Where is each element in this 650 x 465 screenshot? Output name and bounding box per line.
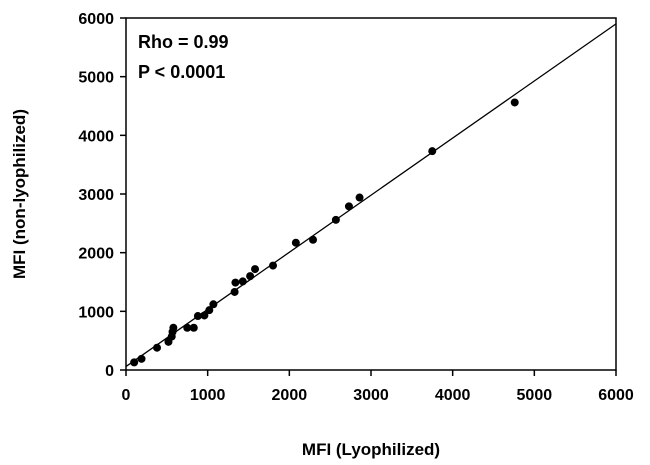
annotation-p-value: P < 0.0001	[138, 62, 225, 82]
data-point	[193, 312, 202, 321]
data-point	[137, 354, 146, 363]
data-point	[344, 202, 353, 211]
x-tick-label: 1000	[190, 387, 226, 404]
y-axis-ticks: 0 1000 2000 3000 4000 5000 6000	[78, 11, 126, 380]
data-points-layer	[130, 98, 519, 367]
data-point	[230, 287, 239, 296]
data-point	[291, 238, 300, 247]
data-point	[183, 323, 192, 332]
y-tick-label: 6000	[78, 11, 114, 28]
data-point	[331, 215, 340, 224]
data-point	[209, 300, 218, 309]
x-tick-label: 4000	[435, 387, 471, 404]
x-axis-ticks: 0 1000 2000 3000 4000 5000 6000	[122, 370, 634, 404]
data-point	[153, 343, 162, 352]
y-axis-title: MFI (non-lyophilized)	[10, 109, 29, 279]
x-tick-label: 2000	[272, 387, 308, 404]
y-tick-label: 1000	[78, 304, 114, 321]
y-tick-label: 0	[105, 363, 114, 380]
data-point	[251, 265, 260, 274]
data-point	[130, 358, 139, 367]
data-point	[309, 235, 318, 244]
data-point	[269, 261, 277, 270]
data-point	[238, 277, 247, 286]
data-point	[231, 278, 240, 287]
x-axis-title: MFI (Lyophilized)	[302, 440, 440, 459]
y-tick-label: 5000	[78, 70, 114, 87]
data-point	[189, 323, 198, 332]
data-point	[169, 323, 178, 332]
annotation-rho: Rho = 0.99	[138, 32, 229, 52]
data-point	[510, 98, 519, 107]
y-tick-label: 2000	[78, 246, 114, 263]
data-point	[200, 311, 209, 320]
x-tick-label: 5000	[517, 387, 553, 404]
data-point	[205, 306, 214, 315]
x-tick-label: 3000	[353, 387, 389, 404]
data-point	[246, 272, 255, 281]
data-point	[355, 193, 364, 202]
x-tick-label: 0	[122, 387, 131, 404]
data-point	[428, 147, 437, 156]
y-tick-label: 4000	[78, 128, 114, 145]
y-tick-label: 3000	[78, 187, 114, 204]
x-tick-label: 6000	[598, 387, 634, 404]
